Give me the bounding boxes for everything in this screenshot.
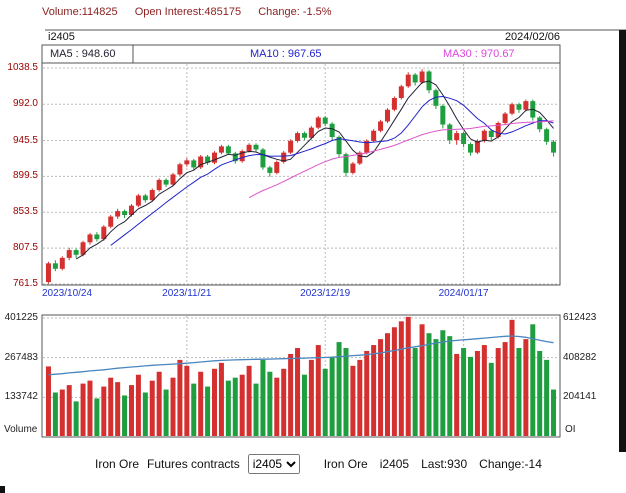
oi-line-layer	[48, 335, 554, 376]
header-open-interest: Open Interest:485175	[134, 6, 242, 18]
ma30-legend: MA30 : 970.67	[443, 48, 515, 60]
contract-code: i2405	[48, 31, 75, 43]
summary-contract: i2405	[379, 457, 410, 471]
footer-controls: Iron Ore Futures contracts i2405 Iron Or…	[95, 454, 554, 474]
summary-last: Last:930	[421, 457, 468, 471]
header-volume: Volume:114825	[42, 6, 118, 18]
summary-product: Iron Ore	[323, 457, 368, 471]
ma10-legend: MA10 : 967.65	[250, 48, 322, 60]
summary-change: Change:-14	[479, 457, 542, 471]
contract-type-label: Futures contracts	[147, 457, 240, 471]
contract-select[interactable]: i2405	[247, 454, 300, 474]
gridlines-layer	[43, 64, 559, 436]
ma5-legend: MA5 : 948.60	[50, 48, 116, 60]
window-edge-strip	[619, 30, 626, 452]
product-label: Iron Ore	[95, 457, 140, 471]
frame-layer	[41, 29, 626, 438]
ma-lines-layer	[75, 80, 554, 260]
chart-date: 2024/02/06	[504, 31, 560, 43]
volume-bars-layer	[45, 316, 557, 436]
corner-artifact	[0, 486, 5, 493]
summary-header: Volume:114825 Open Interest:485175 Chang…	[42, 6, 346, 18]
header-change: Change: -1.5%	[258, 6, 332, 18]
